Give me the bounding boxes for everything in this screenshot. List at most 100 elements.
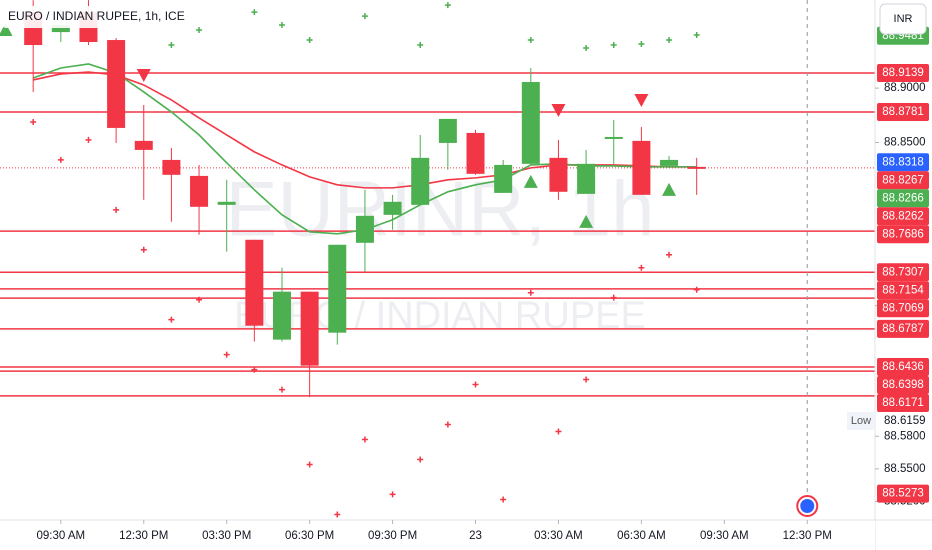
candle-body — [549, 157, 568, 192]
price-tag-label: 88.7307 — [882, 266, 924, 278]
currency-button[interactable] — [879, 3, 927, 35]
candle-body — [660, 159, 679, 166]
x-tick-label: 06:30 PM — [285, 530, 334, 542]
candle-body — [355, 215, 374, 243]
price-tag-label: 88.6787 — [882, 323, 924, 335]
cross-marker — [140, 246, 147, 253]
cross-marker — [361, 436, 368, 443]
price-tag-label: 88.7154 — [882, 284, 924, 296]
price-tag — [877, 281, 929, 300]
cross-marker — [278, 386, 285, 393]
axes: 88.900088.850088.700088.580088.550088.52… — [37, 26, 929, 542]
candle-body — [438, 118, 457, 143]
candle-body — [411, 157, 430, 205]
signal-down — [136, 68, 151, 82]
price-tag-label: 88.8266 — [882, 192, 924, 204]
low-value: 88.6159 — [884, 415, 926, 427]
price-tag — [877, 394, 929, 413]
currency-label[interactable]: INR — [894, 13, 913, 25]
price-tag-label: 88.6436 — [882, 361, 924, 373]
y-tick-label: 88.5500 — [884, 463, 926, 475]
signal-down — [551, 103, 566, 117]
cross-marker — [251, 366, 258, 373]
cross-marker — [500, 496, 507, 503]
cross-marker — [361, 13, 368, 20]
price-tag — [877, 484, 929, 503]
candle-body — [217, 201, 236, 205]
x-tick-label: 03:30 PM — [202, 530, 251, 542]
cross-marker — [610, 42, 617, 49]
price-tag — [877, 171, 929, 190]
x-tick-label: 12:30 PM — [783, 530, 832, 542]
price-tag-label: 88.7069 — [882, 302, 924, 314]
cross-marker — [583, 376, 590, 383]
cross-marker — [527, 37, 534, 44]
price-tag — [877, 319, 929, 338]
low-label: Low — [851, 415, 871, 427]
price-tag-label: 88.8262 — [882, 210, 924, 222]
price-tag-label: 88.6171 — [882, 397, 924, 409]
cross-marker — [85, 136, 92, 143]
price-tag — [877, 153, 929, 172]
candle-body — [687, 166, 706, 169]
price-tag — [877, 63, 929, 82]
cross-marker — [278, 22, 285, 29]
candle-body — [162, 159, 181, 175]
candle-body — [521, 82, 540, 164]
x-tick-label: 03:30 AM — [534, 530, 583, 542]
price-tag-label: 88.8267 — [882, 174, 924, 186]
candle-body — [328, 244, 347, 333]
y-tick-label: 88.8500 — [884, 137, 926, 149]
price-tag — [877, 263, 929, 282]
signal-up — [579, 214, 594, 228]
signal-down — [634, 93, 649, 107]
cross-marker — [444, 2, 451, 9]
x-tick-label: 09:30 AM — [700, 530, 749, 542]
cross-marker — [666, 37, 673, 44]
cross-marker — [196, 27, 203, 34]
time-axis — [0, 520, 875, 550]
price-tag — [877, 102, 929, 121]
cross-marker — [306, 461, 313, 468]
price-tag — [877, 189, 929, 208]
candle-body — [300, 291, 319, 366]
candle-body — [383, 201, 402, 215]
candle-body — [272, 291, 291, 340]
cross-marker — [196, 296, 203, 303]
legend-box — [2, 6, 170, 28]
cross-marker — [555, 428, 562, 435]
cross-marker — [693, 32, 700, 39]
candle-body — [577, 163, 596, 194]
candle-body — [632, 140, 651, 195]
cross-marker — [417, 42, 424, 49]
cross-marker — [168, 316, 175, 323]
candle-body — [51, 25, 70, 33]
y-tick-label: 88.5800 — [884, 430, 926, 442]
cross-marker — [334, 511, 341, 518]
price-tag-label: 88.6398 — [882, 379, 924, 391]
cross-marker — [693, 286, 700, 293]
price-tag — [877, 376, 929, 395]
price-tag-label: 88.8318 — [882, 156, 924, 168]
candle-body — [190, 175, 209, 207]
plot-area — [0, 0, 875, 520]
low-label-box — [847, 412, 875, 431]
candle-body — [134, 140, 153, 150]
cross-marker — [527, 289, 534, 296]
price-tag-label: 88.9139 — [882, 67, 924, 79]
x-tick-label: 09:30 AM — [37, 530, 86, 542]
cross-marker — [472, 381, 479, 388]
candle-body — [466, 132, 485, 174]
watermark-subtitle: EURO / INDIAN RUPEE — [234, 295, 646, 337]
x-tick-label: 23 — [469, 530, 482, 542]
cross-marker — [389, 491, 396, 498]
candle-body — [107, 40, 126, 128]
signal-up — [523, 174, 538, 188]
cross-marker — [444, 421, 451, 428]
cross-marker — [30, 118, 37, 125]
signal-up — [662, 182, 677, 196]
price-tag — [877, 207, 929, 226]
x-tick-label: 06:30 AM — [617, 530, 666, 542]
